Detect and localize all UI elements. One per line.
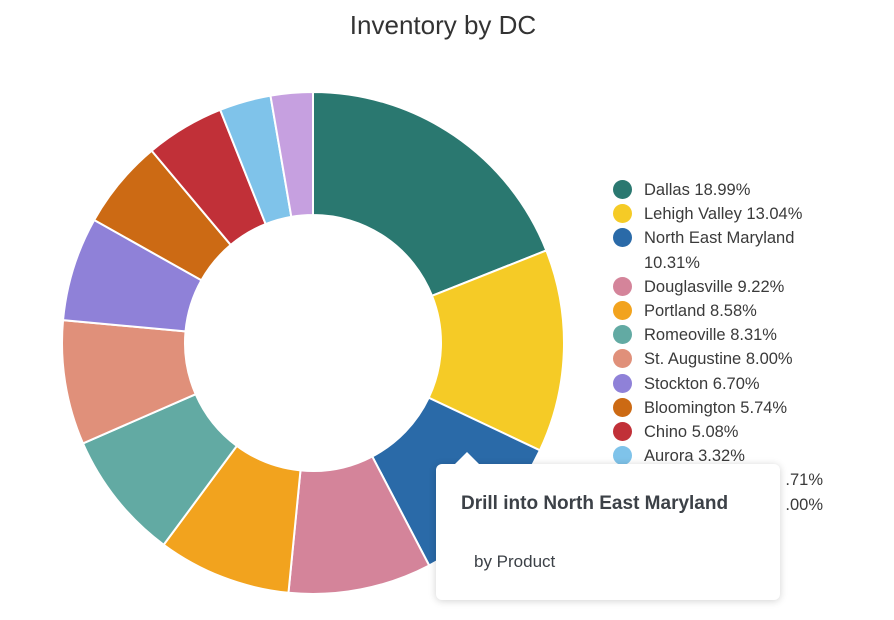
legend-item[interactable]: Dallas 18.99% xyxy=(613,178,843,202)
legend-item[interactable]: Douglasville 9.22% xyxy=(613,275,843,299)
legend-swatch xyxy=(613,397,632,417)
legend-item[interactable]: Aurora 3.32% xyxy=(613,444,843,468)
legend-label: Aurora 3.32% xyxy=(644,447,745,466)
legend-swatch xyxy=(613,228,632,248)
drill-by-product-option[interactable]: by Product xyxy=(474,552,556,571)
legend-swatch xyxy=(613,349,632,369)
legend-label: North East Maryland 10.31% xyxy=(644,229,795,272)
legend-swatch xyxy=(613,276,632,296)
legend-item[interactable]: Stockton 6.70% xyxy=(613,372,843,396)
legend-item[interactable]: North East Maryland 10.31% xyxy=(613,226,843,274)
legend-label: Portland 8.58% xyxy=(644,302,757,321)
slice-item-11[interactable] xyxy=(269,90,314,219)
legend-item[interactable]: Lehigh Valley 13.04% xyxy=(613,202,843,226)
legend-item[interactable]: Bloomington 5.74% xyxy=(613,396,843,420)
legend-item[interactable]: Portland 8.58% xyxy=(613,299,843,323)
drill-option-title[interactable]: Drill into North East Maryland xyxy=(461,493,729,514)
legend-label: .71% xyxy=(785,471,823,490)
legend-label: .00% xyxy=(785,495,823,514)
legend-swatch xyxy=(613,422,632,442)
legend-label: St. Augustine 8.00% xyxy=(644,350,793,369)
drill-tooltip[interactable]: Drill into North East Maryland by Produc… xyxy=(436,452,780,600)
legend-item[interactable]: St. Augustine 8.00% xyxy=(613,347,843,371)
legend-item[interactable]: Romeoville 8.31% xyxy=(613,323,843,347)
legend-item[interactable]: Chino 5.08% xyxy=(613,420,843,444)
legend-swatch xyxy=(613,446,632,466)
legend-swatch xyxy=(613,373,632,393)
legend-item[interactable]: .71% xyxy=(613,468,843,492)
legend-swatch xyxy=(613,325,632,345)
legend-item[interactable]: .00% xyxy=(613,493,843,517)
legend-swatch xyxy=(613,204,632,224)
chart-title: Inventory by DC xyxy=(349,10,537,40)
legend-label: Stockton 6.70% xyxy=(644,374,760,393)
slice-dallas[interactable] xyxy=(312,90,548,298)
legend-swatch xyxy=(613,180,632,199)
legend-label: Dallas 18.99% xyxy=(644,181,751,199)
legend-swatch xyxy=(613,301,632,321)
legend-label: Lehigh Valley 13.04% xyxy=(644,205,803,224)
legend: Dallas 18.99% Lehigh Valley 13.04% North E… xyxy=(613,178,843,517)
legend-label: Chino 5.08% xyxy=(644,423,739,442)
legend-label: Bloomington 5.74% xyxy=(644,398,788,417)
legend-label: Romeoville 8.31% xyxy=(644,326,777,345)
legend-label: Douglasville 9.22% xyxy=(644,277,785,296)
donut-chart xyxy=(61,90,565,595)
